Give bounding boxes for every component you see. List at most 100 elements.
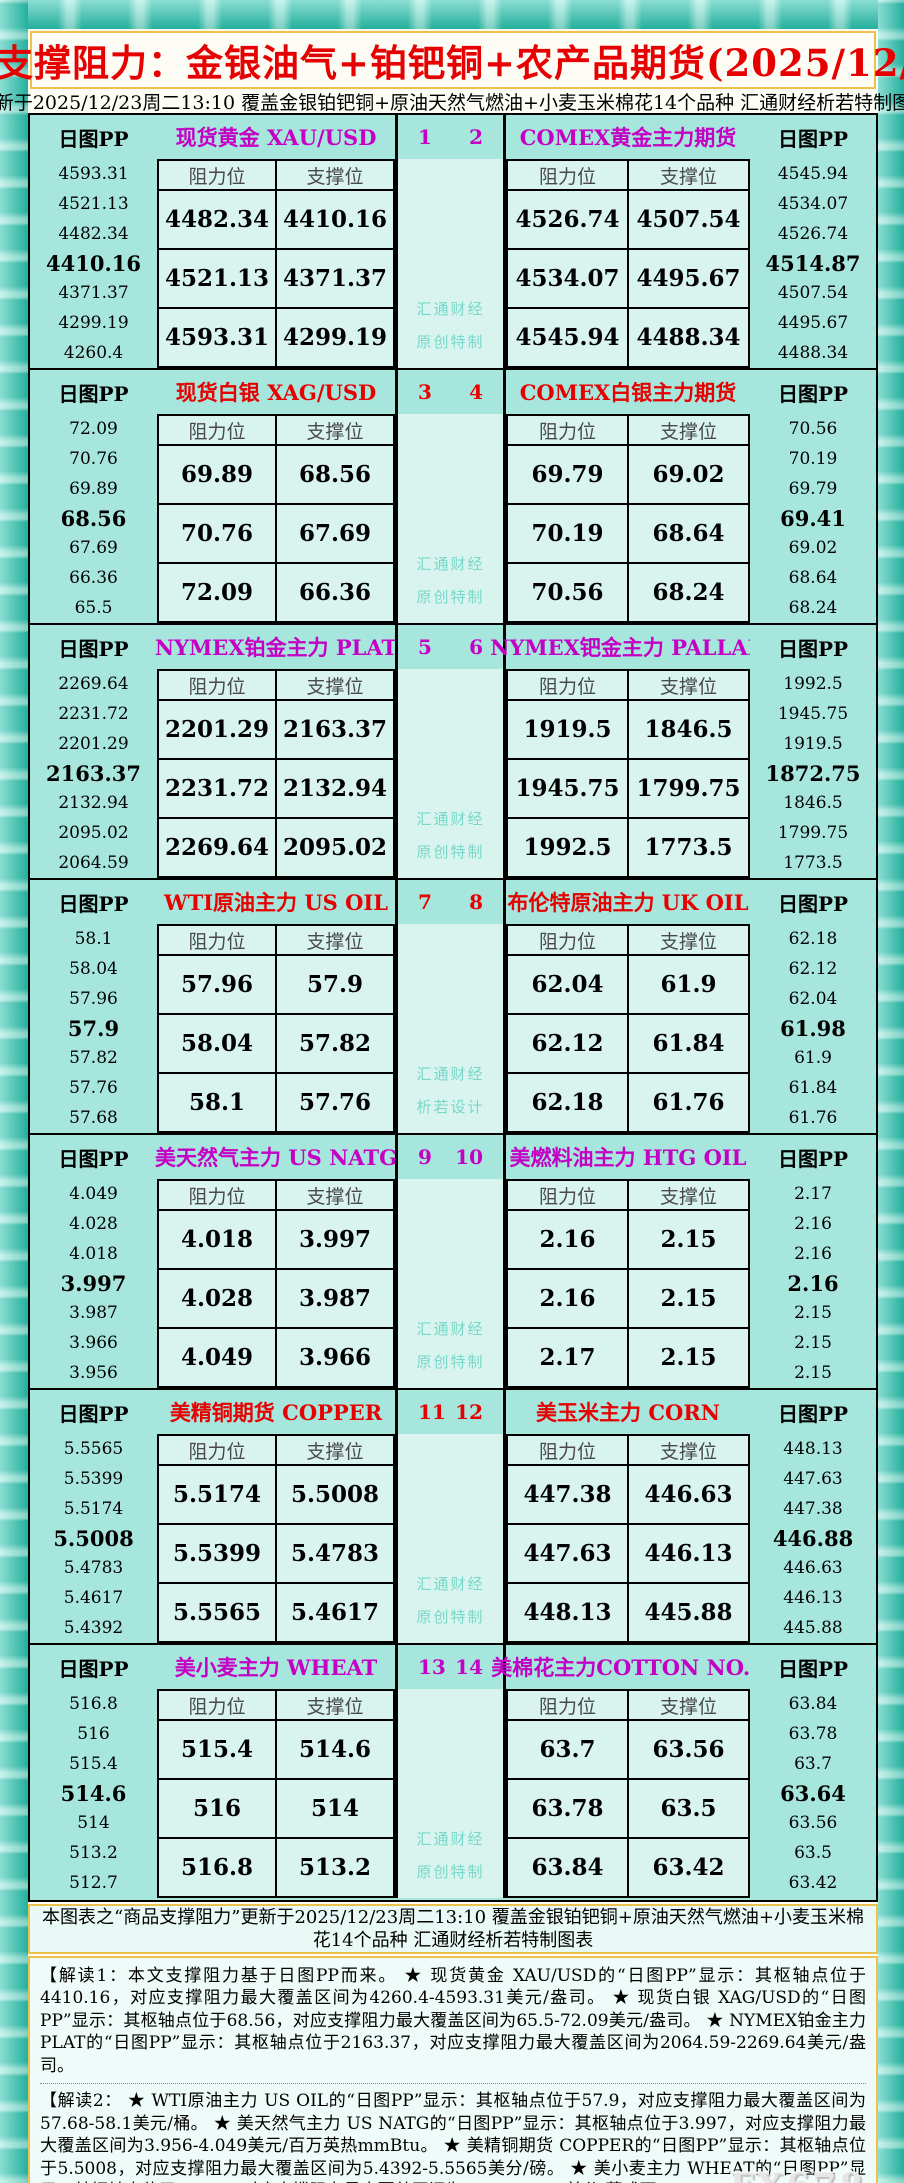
support-header: 支撑位 <box>277 926 393 954</box>
pp-level-value: 515.4 <box>69 1753 118 1774</box>
pp-level-value: 2095.02 <box>58 823 129 844</box>
pp-level-value: 58.1 <box>74 928 113 949</box>
pp-level-value: 445.88 <box>783 1618 843 1639</box>
summary-box: 本图表之“商品支撑阻力”更新于2025/12/23周二13:10 覆盖金银铂钯铜… <box>28 1904 878 1954</box>
title-box: 商品支撑阻力：金银油气+铂钯铜+农产品期货(2025/12/23) <box>0 31 904 89</box>
resistance-value: 2.16 <box>508 1211 627 1268</box>
note-2: 【解读2： ★ WTI原油主力 US OIL的“日图PP”显示：其枢轴点位于57… <box>40 2091 866 2183</box>
pair-numbers: 11 12 <box>395 1390 506 1434</box>
resistance-value: 62.04 <box>508 956 627 1013</box>
pp-level-value: 63.5 <box>794 1843 832 1864</box>
pair-number-right: 6 <box>469 635 483 659</box>
daily-pp-label: 日图PP <box>750 1645 876 1689</box>
watermark-line-1: 汇通财经 <box>416 1830 485 1848</box>
resistance-value: 515.4 <box>159 1721 275 1778</box>
pp-level-value: 4.028 <box>69 1213 118 1234</box>
resistance-value: 63.78 <box>508 1780 627 1837</box>
pivot-value: 69.41 <box>780 505 846 531</box>
notes-box: 【解读1：本文支撑阻力基于日图PP而来。 ★ 现货黄金 XAU/USD的“日图P… <box>28 1956 878 2183</box>
resistance-header: 阻力位 <box>159 416 275 444</box>
resistance-value: 2201.29 <box>159 701 275 758</box>
resistance-header: 阻力位 <box>508 926 627 954</box>
daily-pp-label: 日图PP <box>30 1645 157 1689</box>
pp-ladder-right: 62.18 62.12 62.04 61.98 61.9 61.84 61.76 <box>750 924 876 1133</box>
pp-level-value: 447.38 <box>783 1498 843 1519</box>
support-value: 69.02 <box>629 446 748 503</box>
center-watermark: 汇通财经 原创特制 <box>395 1689 506 1898</box>
pp-level-value: 5.4783 <box>63 1558 124 1579</box>
pp-level-value: 70.19 <box>788 448 838 469</box>
pp-level-value: 69.79 <box>788 478 838 499</box>
sr-table-right: 阻力位 支撑位 1919.5 1846.5 1945.75 1799.75 1992.5 17… <box>506 669 750 878</box>
daily-pp-label: 日图PP <box>30 115 157 159</box>
pp-level-value: 4593.31 <box>58 163 129 184</box>
sr-table-left: 阻力位 支撑位 4.018 3.997 4.028 3.987 4.049 3.966 <box>157 1179 395 1388</box>
support-value: 4410.16 <box>277 191 393 248</box>
pp-level-value: 57.82 <box>69 1048 118 1069</box>
resistance-value: 2231.72 <box>159 760 275 817</box>
watermark-line-1: 汇通财经 <box>416 810 485 828</box>
pp-level-value: 61.76 <box>788 1108 838 1129</box>
watermark-line-1: 汇通财经 <box>416 1575 485 1593</box>
resistance-value: 69.79 <box>508 446 627 503</box>
pp-level-value: 68.24 <box>788 598 838 619</box>
pp-level-value: 2.15 <box>794 1363 832 1384</box>
resistance-value: 1992.5 <box>508 819 627 876</box>
support-header: 支撑位 <box>277 671 393 699</box>
pp-level-value: 4.018 <box>69 1243 118 1264</box>
support-header: 支撑位 <box>277 416 393 444</box>
daily-pp-label: 日图PP <box>30 370 157 414</box>
pair-number-left: 5 <box>418 635 432 659</box>
instrument-title-right: 布伦特原油主力 UK OIL <box>506 880 750 924</box>
watermark-line-2: 原创特制 <box>416 1608 485 1626</box>
instrument-title-left: 美天然气主力 US NATG <box>155 1135 397 1179</box>
watermark-line-1: 汇通财经 <box>416 300 485 318</box>
pivot-value: 61.98 <box>780 1015 846 1041</box>
instrument-title-left: 现货白银 XAG/USD <box>157 370 395 414</box>
pp-level-value: 516 <box>77 1723 110 1744</box>
pp-level-value: 1846.5 <box>783 793 843 814</box>
pair-number-right: 8 <box>469 890 483 914</box>
daily-pp-label: 日图PP <box>750 880 876 924</box>
instrument-title-left: NYMEX铂金主力 PLAT <box>155 625 397 669</box>
sr-table-left: 阻力位 支撑位 2201.29 2163.37 2231.72 2132.94 2269.6… <box>157 669 395 878</box>
support-value: 4299.19 <box>277 309 393 366</box>
pp-level-value: 70.76 <box>69 448 118 469</box>
pp-level-value: 4495.67 <box>777 313 849 334</box>
center-watermark: 汇通财经 原创特制 <box>395 414 506 623</box>
pp-level-value: 4260.4 <box>63 343 124 364</box>
pp-level-value: 1945.75 <box>777 703 849 724</box>
resistance-header: 阻力位 <box>508 1691 627 1719</box>
resistance-value: 447.38 <box>508 1466 627 1523</box>
resistance-value: 70.19 <box>508 505 627 562</box>
resistance-header: 阻力位 <box>508 671 627 699</box>
pp-level-value: 448.13 <box>783 1438 843 1459</box>
support-value: 66.36 <box>277 564 393 621</box>
pp-level-value: 5.4392 <box>63 1618 124 1639</box>
support-value: 3.987 <box>277 1270 393 1327</box>
pp-ladder-left: 72.09 70.76 69.89 68.56 67.69 66.36 65.5 <box>30 414 157 623</box>
pp-level-value: 70.56 <box>788 418 838 439</box>
pp-level-value: 72.09 <box>69 418 118 439</box>
support-value: 57.82 <box>277 1015 393 1072</box>
resistance-value: 70.56 <box>508 564 627 621</box>
support-value: 4495.67 <box>629 250 748 307</box>
support-value: 446.63 <box>629 1466 748 1523</box>
daily-pp-label: 日图PP <box>750 115 876 159</box>
pp-level-value: 516.8 <box>69 1693 118 1714</box>
pp-level-value: 57.76 <box>69 1078 118 1099</box>
pp-level-value: 4534.07 <box>777 193 849 214</box>
pp-level-value: 67.69 <box>69 538 118 559</box>
pp-level-value: 5.5399 <box>63 1468 124 1489</box>
sr-table-right: 阻力位 支撑位 2.16 2.15 2.16 2.15 2.17 2.15 <box>506 1179 750 1388</box>
support-value: 2.15 <box>629 1329 748 1386</box>
pp-level-value: 62.04 <box>788 988 838 1009</box>
support-value: 68.56 <box>277 446 393 503</box>
pp-level-value: 512.7 <box>69 1873 118 1894</box>
pp-level-value: 4507.54 <box>777 283 849 304</box>
support-value: 68.24 <box>629 564 748 621</box>
pp-level-value: 4545.94 <box>777 163 849 184</box>
pp-level-value: 63.78 <box>788 1723 838 1744</box>
